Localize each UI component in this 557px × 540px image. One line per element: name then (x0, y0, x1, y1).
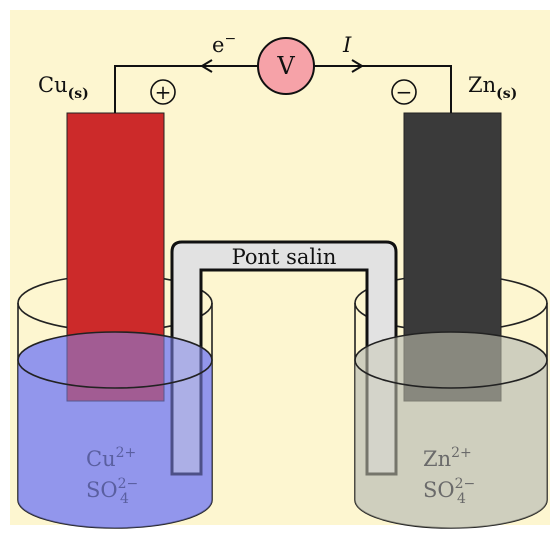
zinc-label: Zn(s) (468, 73, 517, 102)
left-anion-label: SO2− (86, 476, 138, 502)
right-solution-surface (354, 331, 548, 389)
negative-terminal-symbol: − (396, 80, 413, 104)
negative-terminal-icon: − (391, 79, 417, 105)
external-wire (114, 65, 452, 113)
electron-label: e− (212, 31, 236, 57)
right-solution-overlay (355, 332, 547, 528)
positive-terminal-symbol: + (155, 80, 172, 104)
left-cation-label: Cu2+ (86, 445, 136, 471)
left-solution-surface (17, 331, 213, 389)
current-arrow-icon (351, 59, 364, 73)
right-anion-subscript: 4 (457, 491, 466, 507)
right-cation-label: Zn2+ (423, 445, 472, 471)
current-label: I (342, 33, 352, 57)
copper-label: Cu(s) (38, 73, 89, 102)
left-solution-overlay (18, 332, 212, 528)
positive-terminal-icon: + (150, 79, 176, 105)
voltmeter-label: V (276, 52, 295, 80)
salt-bridge-label: Pont salin (232, 245, 337, 269)
voltmeter-icon: V (257, 37, 315, 95)
right-anion-label: SO2− (423, 476, 475, 502)
electron-arrow-icon (200, 59, 213, 73)
left-anion-subscript: 4 (120, 491, 129, 507)
